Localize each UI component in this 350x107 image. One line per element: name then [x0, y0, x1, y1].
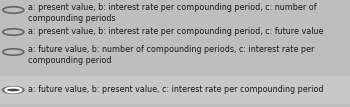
Text: a: future value, b: number of compounding periods, c: interest rate per
compound: a: future value, b: number of compoundin… [28, 45, 314, 65]
Text: a: future value, b: present value, c: interest rate per compounding period: a: future value, b: present value, c: in… [28, 85, 323, 94]
Circle shape [7, 88, 20, 92]
Text: a: present value, b: interest rate per compounding period, c: number of
compound: a: present value, b: interest rate per c… [28, 3, 317, 23]
Text: a: present value, b: interest rate per compounding period, c: future value: a: present value, b: interest rate per c… [28, 27, 323, 36]
FancyBboxPatch shape [0, 76, 350, 104]
